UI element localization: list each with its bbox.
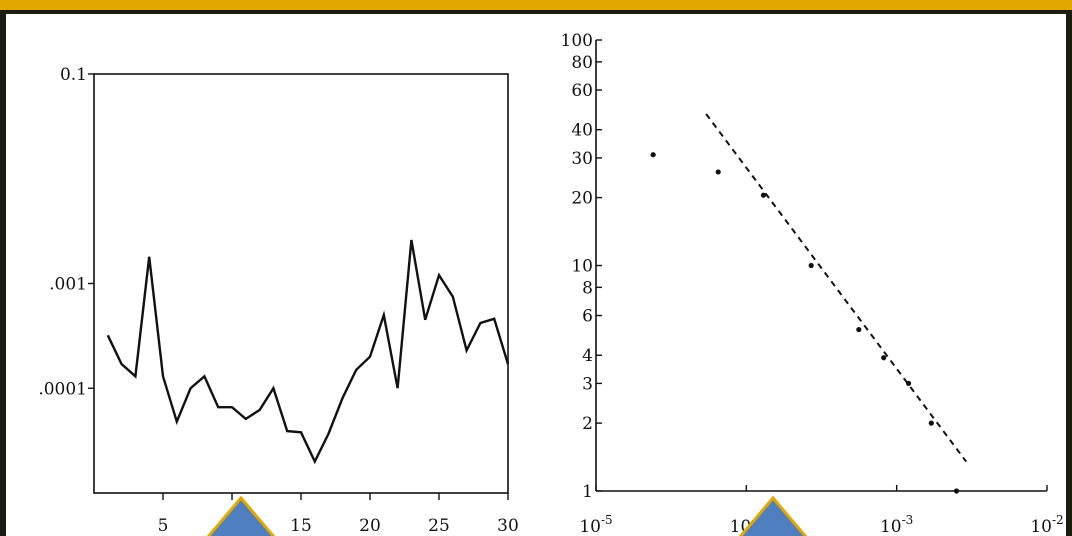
right-data-point	[650, 152, 656, 158]
right-y-tick-label: 40	[571, 121, 593, 141]
right-y-tick-label: 2	[582, 414, 593, 434]
right-data-point	[808, 262, 814, 269]
slide-paper	[6, 14, 1066, 536]
left-x-tick-label: 5	[158, 516, 169, 536]
right-y-tick-label: 100	[561, 31, 593, 51]
left-x-tick-label: 25	[428, 516, 450, 536]
slide-top-border	[0, 0, 1072, 10]
left-data-line	[106, 239, 510, 465]
left-y-tick-label: 0.1	[60, 65, 87, 85]
right-x-tick-label: 10-2	[1030, 513, 1063, 536]
right-data-point	[928, 420, 934, 426]
right-x-tick-label: 10-5	[579, 513, 612, 536]
left-y-tick-label: .0001	[38, 379, 87, 399]
right-x-tick-exponent: -2	[1052, 513, 1064, 527]
right-x-tick-base: 10	[579, 517, 601, 536]
right-y-tick-label: 10	[571, 257, 593, 277]
right-y-tick-label: 80	[571, 53, 593, 73]
triangle-marker	[206, 495, 276, 536]
right-y-tick-label: 4	[582, 346, 593, 366]
left-x-tick-label: 15	[290, 516, 312, 536]
right-y-tick-label: 6	[582, 307, 593, 327]
left-series	[106, 239, 510, 465]
right-x-tick-base: 10	[880, 517, 902, 536]
right-x-tick-exponent: -5	[601, 513, 613, 527]
right-y-tick-label: 8	[582, 278, 593, 298]
left-ticks: 51152025300.1.001.0001	[38, 65, 518, 536]
right-data-point	[881, 355, 887, 361]
right-data-point	[953, 488, 960, 494]
right-x-tick-label: 10-3	[880, 513, 913, 536]
right-y-tick-label: 3	[582, 374, 593, 394]
right-data-point	[905, 380, 912, 387]
right-y-tick-label: 30	[571, 149, 593, 169]
left-y-tick-label: .001	[49, 275, 87, 295]
triangle-marker	[738, 495, 808, 536]
right-series	[650, 113, 967, 494]
left-x-tick-label: 20	[359, 516, 381, 536]
right-y-tick-label: 1	[582, 482, 593, 502]
left-x-tick-label: 30	[497, 516, 519, 536]
right-data-point	[715, 169, 721, 175]
right-y-tick-label: 60	[571, 81, 593, 101]
right-y-tick-label: 20	[571, 189, 593, 209]
right-x-tick-base: 10	[1030, 517, 1052, 536]
right-data-point	[760, 192, 767, 198]
right-data-point	[856, 326, 862, 333]
right-x-tick-exponent: -3	[902, 513, 914, 527]
